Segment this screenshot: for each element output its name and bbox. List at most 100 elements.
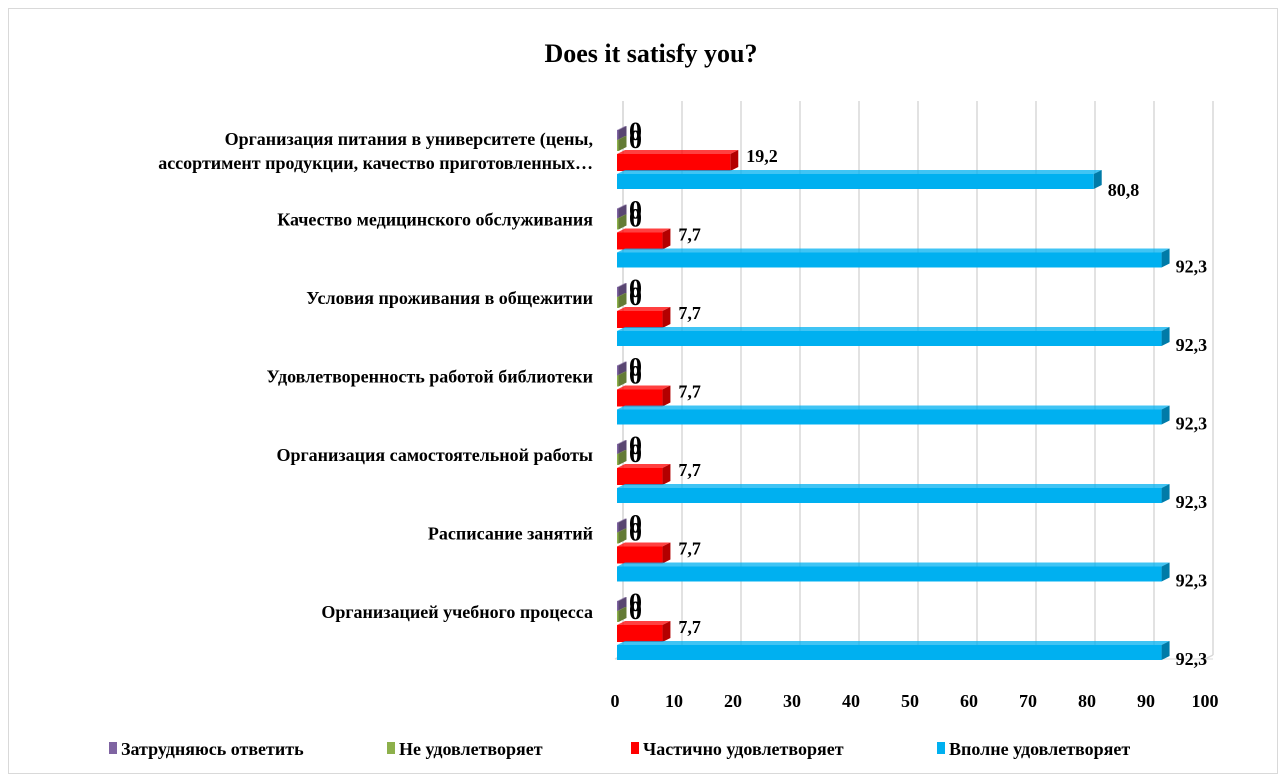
bar-0-4-face <box>617 444 619 455</box>
bar-1-1-top <box>617 214 627 219</box>
data-label-partial: 7,7 <box>678 617 701 637</box>
x-tick-label: 60 <box>960 691 978 711</box>
data-label-full: 92,3 <box>1176 335 1208 355</box>
bar-1-0-side <box>618 136 627 151</box>
bar-2-1 <box>617 228 671 250</box>
data-label-partial: 19,2 <box>746 146 778 166</box>
data-label-zero: 0 <box>629 282 642 311</box>
bar-3-6-top <box>617 641 1170 645</box>
data-label-full: 92,3 <box>1176 492 1208 512</box>
data-label-zero: 0 <box>629 361 642 390</box>
bar-0-0-top <box>617 126 627 130</box>
bar-3-1-face <box>617 252 1162 268</box>
bar-1-2 <box>617 293 627 308</box>
data-label-full: 80,8 <box>1108 180 1140 200</box>
bar-2-6-face <box>617 625 663 642</box>
bar-1-1-side <box>618 214 627 230</box>
bar-3-0 <box>617 170 1102 189</box>
bar-2-0-top <box>617 150 739 154</box>
bar-3-5-top <box>617 562 1170 567</box>
x-tick-label: 90 <box>1137 691 1155 711</box>
bar-1-3-side <box>618 371 627 387</box>
bar-2-5 <box>617 542 671 564</box>
x-tick-label: 70 <box>1019 691 1037 711</box>
data-label-zero: 0 <box>629 125 642 154</box>
bar-3-1-side <box>1161 248 1170 268</box>
category-label: Удовлетворенность работой библиотеки <box>267 367 593 387</box>
data-label-full: 92,3 <box>1176 257 1208 277</box>
bar-0-4-top <box>617 440 627 444</box>
legend-entry: Вполне удовлетворяет <box>949 739 1130 759</box>
bar-3-4-top <box>617 484 1170 488</box>
bar-3-1 <box>617 248 1170 268</box>
bar-3-6-face <box>617 645 1162 660</box>
data-label-zero: 0 <box>629 439 642 468</box>
bar-0-0-face <box>617 130 619 141</box>
bar-3-1-top <box>617 248 1170 253</box>
bar-1-1 <box>617 214 627 230</box>
bar-3-2-face <box>617 331 1162 346</box>
data-label-zero: 0 <box>629 431 642 460</box>
data-label-full: 92,3 <box>1176 649 1208 669</box>
bar-0-3-top <box>617 361 627 366</box>
legend-swatch <box>387 742 395 754</box>
bar-2-1-top <box>617 228 671 233</box>
data-label-partial: 7,7 <box>678 303 701 323</box>
category-label: Качество медицинского обслуживания <box>277 210 593 230</box>
legend-entry: Затрудняюсь ответить <box>121 739 304 759</box>
bar-1-1-face <box>617 218 619 230</box>
bar-2-5-side <box>662 542 671 564</box>
bar-3-2-side <box>1161 327 1170 346</box>
bar-3-4-face <box>617 488 1162 503</box>
bar-0-5-face <box>617 522 619 534</box>
bar-2-4-side <box>662 464 671 485</box>
bar-2-3-face <box>617 389 663 407</box>
bar-3-6-side <box>1161 641 1170 660</box>
axis-layer: 0 10 20 30 40 50 60 70 80 90 100 <box>611 691 1219 711</box>
data-label-zero: 0 <box>629 596 642 625</box>
bar-1-3-face <box>617 375 619 387</box>
legend-swatch <box>109 742 117 754</box>
data-label-full: 92,3 <box>1176 571 1208 591</box>
bar-1-0-face <box>617 140 619 151</box>
bar-2-4-face <box>617 468 663 485</box>
data-label-partial: 7,7 <box>678 539 701 559</box>
bar-1-6 <box>617 607 627 622</box>
bar-1-6-top <box>617 607 627 611</box>
bar-0-2-face <box>617 287 619 298</box>
data-label-zero: 0 <box>629 196 642 225</box>
legend-swatch <box>631 742 639 754</box>
bar-0-6-face <box>617 601 619 612</box>
data-label-zero: 0 <box>629 518 642 547</box>
bar-2-6-top <box>617 621 671 625</box>
x-tick-label: 0 <box>611 691 620 711</box>
bar-1-3 <box>617 371 627 387</box>
data-label-partial: 7,7 <box>678 225 701 245</box>
data-label-zero: 0 <box>629 510 642 539</box>
category-label: Условия проживания в общежитии <box>306 288 593 308</box>
bar-3-0-side <box>1093 170 1102 189</box>
bar-2-4-top <box>617 464 671 468</box>
bar-2-0-face <box>617 154 731 171</box>
bar-1-2-top <box>617 293 627 297</box>
bar-1-0 <box>617 136 627 151</box>
legend-swatch <box>937 742 945 754</box>
labels-layer: Организация питания в университете (цены… <box>158 117 1207 669</box>
data-label-partial: 7,7 <box>678 382 701 402</box>
bar-1-4-face <box>617 454 619 465</box>
legend: Затрудняюсь ответить Не удовлетворяет Част… <box>109 739 1130 759</box>
chart-svg: Does it satisfy you? Организация питания… <box>109 39 1219 759</box>
bar-1-3-top <box>617 371 627 376</box>
bar-2-0 <box>617 150 739 171</box>
category-label: Организация самостоятельной работы <box>277 445 594 465</box>
data-label-zero: 0 <box>629 117 642 146</box>
bar-3-2-top <box>617 327 1170 331</box>
bar-3-2 <box>617 327 1170 346</box>
x-tick-label: 40 <box>842 691 860 711</box>
x-tick-label: 20 <box>724 691 742 711</box>
bar-2-3 <box>617 385 671 407</box>
bar-0-5-top <box>617 518 627 523</box>
bar-3-4 <box>617 484 1170 503</box>
x-tick-label: 50 <box>901 691 919 711</box>
bar-3-6 <box>617 641 1170 660</box>
